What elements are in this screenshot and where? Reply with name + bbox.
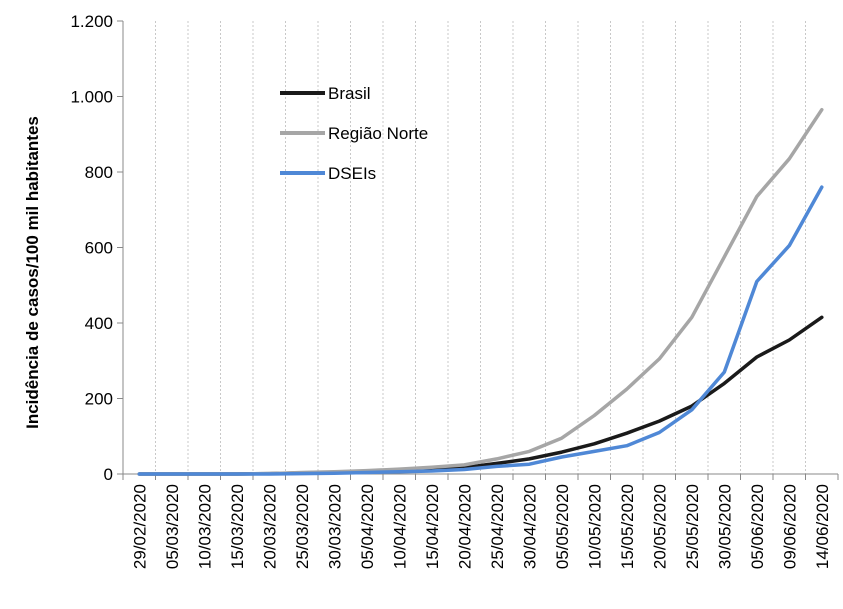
y-tick-label: 800 xyxy=(85,163,113,182)
x-tick-label: 15/04/2020 xyxy=(423,484,442,569)
y-axis-title: Incidência de casos/100 mil habitantes xyxy=(23,116,42,429)
y-tick-label: 0 xyxy=(104,465,113,484)
y-tick-label: 600 xyxy=(85,239,113,258)
x-tick-label: 10/05/2020 xyxy=(585,484,604,569)
axes xyxy=(117,20,839,480)
series-line-1 xyxy=(137,107,824,476)
x-tick-label: 25/05/2020 xyxy=(683,484,702,569)
y-tick-label: 1.200 xyxy=(70,12,113,31)
legend-label: Brasil xyxy=(328,84,371,103)
y-tick-label: 1.000 xyxy=(70,88,113,107)
legend-label: DSEIs xyxy=(328,164,376,183)
x-tick-label: 20/03/2020 xyxy=(260,484,279,569)
x-tick-labels: 29/02/2020 05/03/2020 10/03/2020 15/03/2020… xyxy=(130,484,832,569)
legend-label: Região Norte xyxy=(328,124,428,143)
x-tick-label: 05/06/2020 xyxy=(748,484,767,569)
x-tick-label: 05/04/2020 xyxy=(358,484,377,569)
x-tick-label: 10/03/2020 xyxy=(195,484,214,569)
x-tick-label: 25/04/2020 xyxy=(488,484,507,569)
x-tick-label: 30/04/2020 xyxy=(520,484,539,569)
x-tick-label: 30/03/2020 xyxy=(325,484,344,569)
x-tick-label: 25/03/2020 xyxy=(293,484,312,569)
x-tick-label: 30/05/2020 xyxy=(715,484,734,569)
y-tick-label: 200 xyxy=(85,390,113,409)
x-tick-label: 10/04/2020 xyxy=(390,484,409,569)
x-tick-label: 09/06/2020 xyxy=(780,484,799,569)
x-tick-label: 14/06/2020 xyxy=(813,484,832,569)
x-tick-label: 20/04/2020 xyxy=(455,484,474,569)
y-tick-labels: 0 200 400 600 800 1.000 1.200 xyxy=(70,12,113,484)
x-tick-label: 05/05/2020 xyxy=(553,484,572,569)
series-lines xyxy=(137,107,824,476)
x-tick-label: 29/02/2020 xyxy=(130,484,149,569)
x-tick-label: 15/05/2020 xyxy=(618,484,637,569)
y-tick-label: 400 xyxy=(85,314,113,333)
x-tick-label: 05/03/2020 xyxy=(163,484,182,569)
legend: Brasil Região Norte DSEIs xyxy=(280,84,428,183)
grid-lines xyxy=(155,21,806,474)
series-line-2 xyxy=(137,185,824,476)
x-tick-label: 20/05/2020 xyxy=(650,484,669,569)
x-tick-label: 15/03/2020 xyxy=(228,484,247,569)
